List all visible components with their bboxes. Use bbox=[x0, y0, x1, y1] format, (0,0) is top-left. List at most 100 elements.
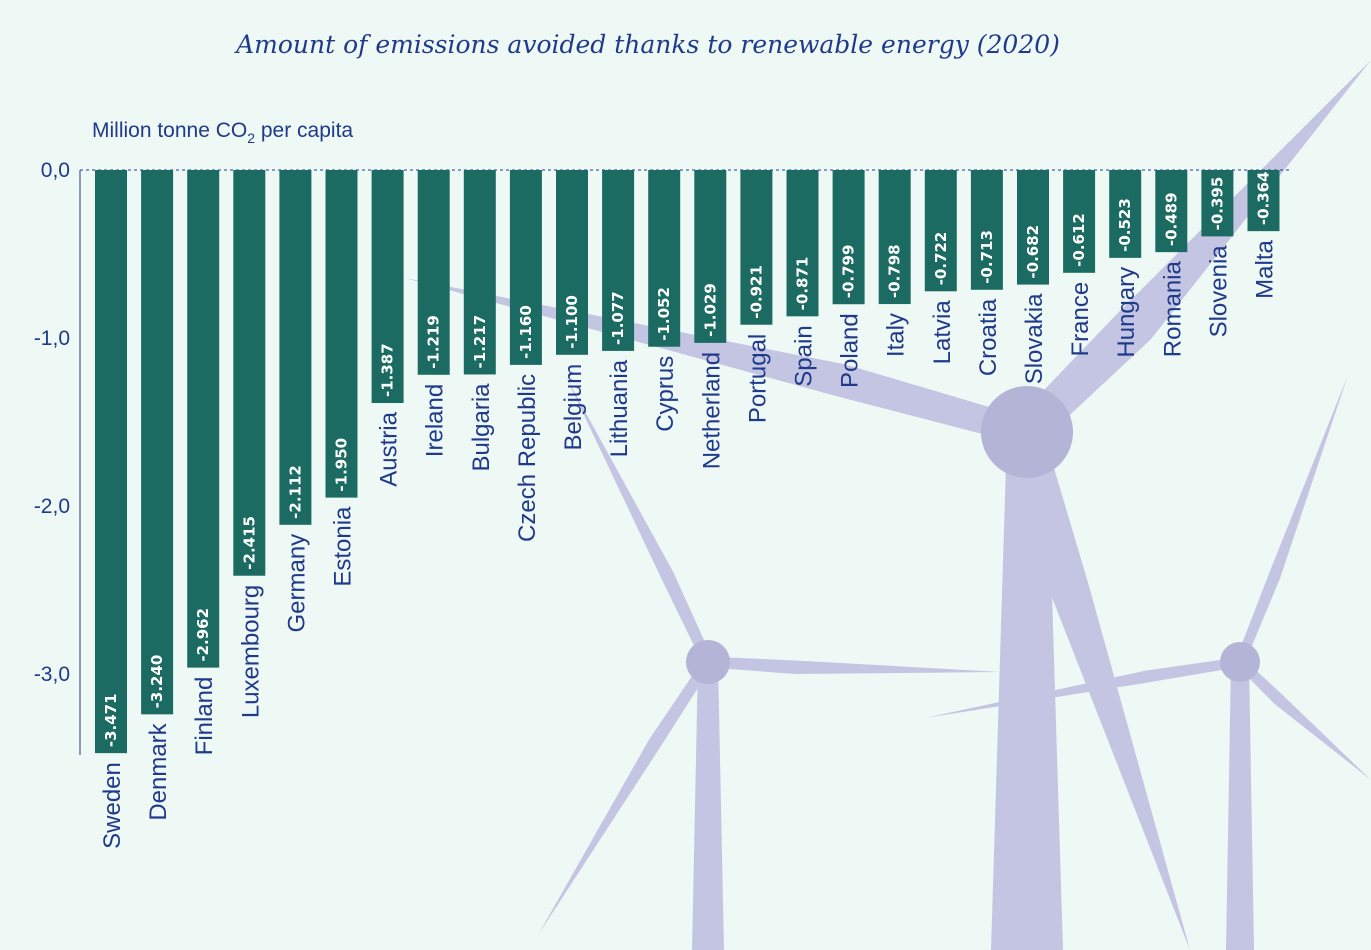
turbine-blade bbox=[1236, 658, 1371, 780]
category-label: Bulgaria bbox=[468, 383, 495, 472]
bar bbox=[970, 170, 1003, 290]
category-label: Croatia bbox=[975, 298, 1002, 376]
category-label: Romania bbox=[1159, 260, 1186, 357]
turbine-blade bbox=[707, 656, 1000, 674]
bar bbox=[371, 170, 404, 404]
value-label: -2.112 bbox=[286, 465, 304, 519]
category-label: Cyprus bbox=[652, 356, 679, 432]
category-label: Slovenia bbox=[1205, 245, 1232, 338]
category-label: Belgium bbox=[560, 364, 587, 451]
category-label: Poland bbox=[837, 313, 864, 388]
value-label: -3.240 bbox=[148, 655, 166, 709]
bar bbox=[740, 170, 773, 325]
value-label: -2.962 bbox=[194, 608, 212, 662]
bar bbox=[509, 170, 542, 365]
bar bbox=[1063, 170, 1096, 273]
bar bbox=[1109, 170, 1142, 258]
turbine-tower bbox=[1226, 662, 1254, 950]
category-label: Malta bbox=[1252, 239, 1279, 298]
value-label: -0.798 bbox=[886, 244, 904, 298]
category-label: Italy bbox=[883, 313, 910, 357]
y-axis-label: Million tonne CO2 per capita bbox=[92, 119, 353, 146]
value-label: -0.395 bbox=[1208, 177, 1226, 231]
value-label: -1.160 bbox=[517, 305, 535, 359]
bar bbox=[1201, 170, 1234, 237]
y-tick-label: -3,0 bbox=[34, 663, 70, 686]
bar bbox=[878, 170, 911, 305]
category-label: Netherland bbox=[698, 352, 725, 469]
category-label: Portugal bbox=[744, 334, 771, 423]
category-label: Austria bbox=[376, 411, 403, 486]
turbine-tower bbox=[692, 662, 724, 950]
category-label: Sweden bbox=[99, 762, 126, 849]
bar bbox=[602, 170, 635, 351]
category-label: Spain bbox=[791, 325, 818, 386]
bar bbox=[786, 170, 819, 317]
bar bbox=[325, 170, 358, 498]
bar bbox=[924, 170, 957, 292]
bar bbox=[279, 170, 312, 525]
value-label: -1.950 bbox=[333, 438, 351, 492]
value-label: -3.471 bbox=[102, 693, 120, 747]
value-label: -0.489 bbox=[1162, 192, 1180, 246]
category-label: Czech Republic bbox=[514, 374, 541, 542]
y-axis-ticks: 0,0 -1,0 -2,0 -3,0 bbox=[34, 159, 70, 686]
bar bbox=[1017, 170, 1049, 285]
chart-title: Amount of emissions avoided thanks to re… bbox=[234, 30, 1060, 59]
category-label: Slovakia bbox=[1021, 293, 1048, 384]
category-label: Germany bbox=[283, 534, 310, 633]
turbine-small-left bbox=[538, 375, 1000, 950]
y-tick-label: -1,0 bbox=[34, 327, 70, 350]
value-label: -1.052 bbox=[655, 287, 673, 341]
turbine-hub bbox=[686, 640, 730, 684]
bar bbox=[648, 170, 681, 347]
value-label: -0.612 bbox=[1070, 213, 1088, 267]
value-label: -0.921 bbox=[747, 265, 765, 319]
category-label: Estonia bbox=[330, 506, 357, 587]
value-label: -1.387 bbox=[379, 343, 397, 397]
value-label: -1.077 bbox=[609, 291, 627, 345]
value-label: -0.682 bbox=[1024, 225, 1042, 279]
value-label: -0.722 bbox=[932, 232, 950, 286]
turbine-blade bbox=[1235, 375, 1348, 664]
value-label: -0.871 bbox=[794, 257, 812, 311]
category-label: Denmark bbox=[145, 722, 172, 820]
bar bbox=[233, 170, 266, 576]
value-label: -0.523 bbox=[1116, 198, 1134, 252]
bar bbox=[1247, 170, 1280, 232]
turbine-hub bbox=[1220, 642, 1260, 682]
turbine-blade bbox=[538, 659, 713, 935]
value-label: -1.100 bbox=[563, 295, 581, 349]
turbine-blade bbox=[1014, 60, 1371, 444]
category-label: Lithuania bbox=[606, 359, 633, 457]
bar bbox=[694, 170, 727, 343]
value-label: -2.415 bbox=[240, 516, 258, 570]
value-label: -1.217 bbox=[471, 315, 489, 369]
value-label: -0.713 bbox=[978, 230, 996, 284]
category-label: Hungary bbox=[1113, 267, 1140, 358]
category-label: France bbox=[1067, 282, 1094, 357]
turbine-blade bbox=[565, 375, 713, 665]
category-label: Latvia bbox=[929, 300, 956, 365]
bar bbox=[187, 170, 220, 668]
value-label: -1.029 bbox=[701, 283, 719, 337]
turbine-blade bbox=[1012, 427, 1190, 950]
y-tick-label: -2,0 bbox=[34, 495, 70, 518]
bar bbox=[141, 170, 174, 715]
turbine-hub bbox=[981, 386, 1073, 478]
value-label: -1.219 bbox=[425, 315, 443, 369]
bar bbox=[95, 170, 127, 754]
value-label: -0.364 bbox=[1255, 171, 1273, 225]
bar bbox=[417, 170, 450, 375]
category-label: Ireland bbox=[422, 384, 449, 457]
value-label: -0.799 bbox=[840, 245, 858, 299]
bar bbox=[832, 170, 865, 305]
bar bbox=[556, 170, 588, 355]
y-tick-label: 0,0 bbox=[41, 159, 70, 182]
category-label: Finland bbox=[191, 677, 218, 756]
bar bbox=[1155, 170, 1188, 253]
bars: -3.471 Sweden -3.240 Denmark -2.962 Finland -2… bbox=[95, 170, 1280, 849]
bar bbox=[463, 170, 496, 375]
